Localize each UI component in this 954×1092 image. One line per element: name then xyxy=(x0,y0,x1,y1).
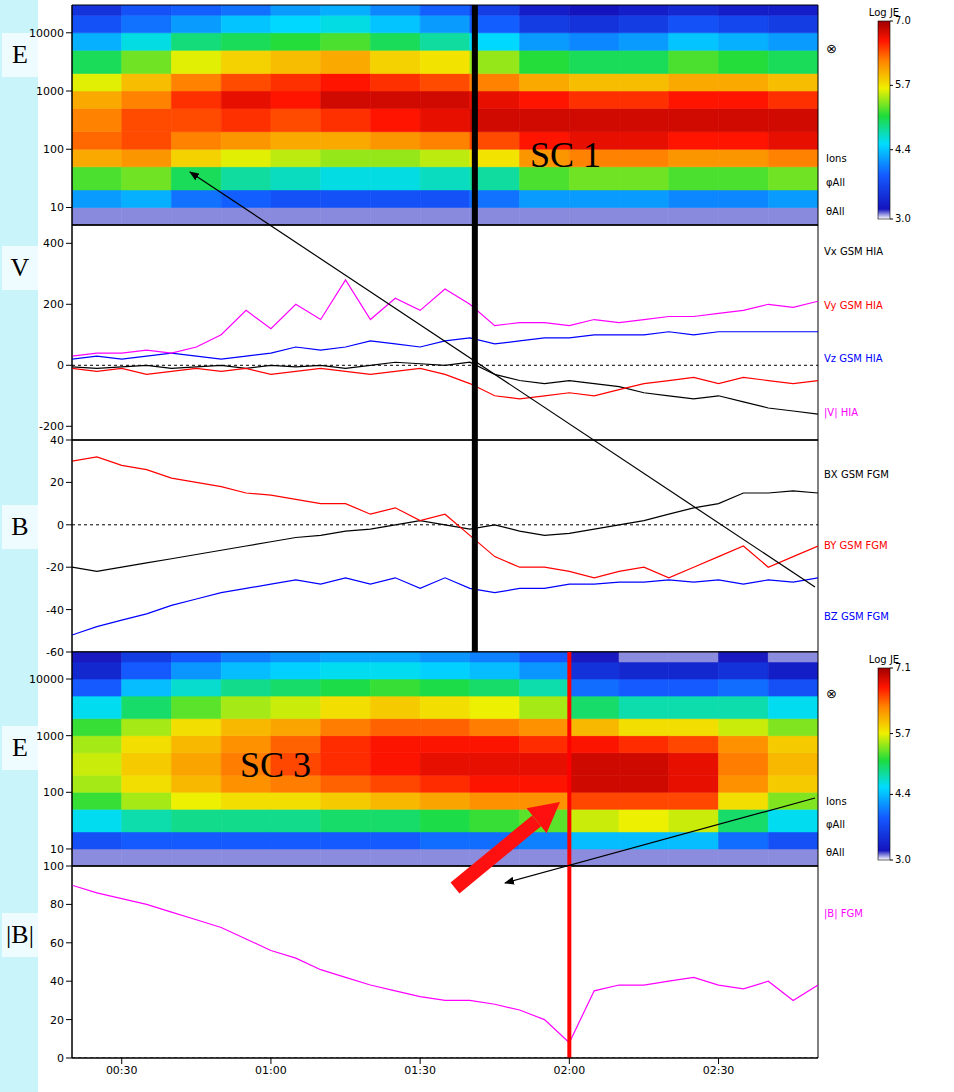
svg-text:Vz GSM HIA: Vz GSM HIA xyxy=(824,353,883,364)
svg-text:1000: 1000 xyxy=(36,730,64,743)
svg-text:-20: -20 xyxy=(46,561,64,574)
svg-text:|B| FGM: |B| FGM xyxy=(824,908,863,920)
svg-text:⊗: ⊗ xyxy=(826,41,837,56)
svg-text:01:30: 01:30 xyxy=(404,1064,436,1077)
svg-text:Ions: Ions xyxy=(826,796,847,807)
svg-text:Vy GSM HIA: Vy GSM HIA xyxy=(824,300,883,311)
svg-text:100: 100 xyxy=(43,143,64,156)
svg-text:7.1: 7.1 xyxy=(895,662,911,673)
svg-text:4.4: 4.4 xyxy=(895,788,911,799)
svg-text:1000: 1000 xyxy=(36,85,64,98)
svg-text:BZ GSM FGM: BZ GSM FGM xyxy=(824,611,889,622)
html-text:E: E xyxy=(12,40,28,69)
svg-text:|V| HIA: |V| HIA xyxy=(824,407,858,419)
svg-text:10: 10 xyxy=(50,201,64,214)
svg-text:100: 100 xyxy=(43,786,64,799)
svg-text:-60: -60 xyxy=(46,646,64,658)
svg-text:10000: 10000 xyxy=(29,673,64,686)
svg-text:φAll: φAll xyxy=(826,177,845,188)
svg-text:01:00: 01:00 xyxy=(255,1064,287,1077)
svg-text:100: 100 xyxy=(43,860,64,873)
svg-text:θAll: θAll xyxy=(826,847,845,858)
svg-text:40: 40 xyxy=(50,434,64,447)
svg-text:3.0: 3.0 xyxy=(895,213,911,224)
svg-text:4.4: 4.4 xyxy=(895,144,911,155)
svg-text:80: 80 xyxy=(50,898,64,911)
svg-text:0: 0 xyxy=(57,1052,64,1065)
svg-text:3.0: 3.0 xyxy=(895,854,911,865)
svg-text:BX GSM FGM: BX GSM FGM xyxy=(824,469,889,480)
svg-text:0: 0 xyxy=(57,519,64,532)
svg-text:60: 60 xyxy=(50,937,64,950)
svg-text:⊗: ⊗ xyxy=(826,686,837,701)
svg-text:5.7: 5.7 xyxy=(895,79,911,90)
html-text:E: E xyxy=(12,733,28,762)
html-text:SC 3: SC 3 xyxy=(240,745,311,785)
html-text:SC 1: SC 1 xyxy=(530,135,601,175)
html-text:B: B xyxy=(11,512,29,541)
svg-text:20: 20 xyxy=(50,476,64,489)
svg-text:400: 400 xyxy=(43,237,64,250)
svg-text:Vx GSM HIA: Vx GSM HIA xyxy=(824,246,883,257)
html-text:|B|: |B| xyxy=(6,920,34,949)
svg-text:Log JE: Log JE xyxy=(869,654,899,665)
svg-text:φAll: φAll xyxy=(826,819,845,830)
svg-text:-40: -40 xyxy=(46,604,64,617)
svg-text:7.0: 7.0 xyxy=(895,15,911,26)
svg-text:40: 40 xyxy=(50,975,64,988)
svg-text:Ions: Ions xyxy=(826,153,847,164)
svg-text:θAll: θAll xyxy=(826,206,845,217)
html-text:V: V xyxy=(10,253,30,282)
svg-text:5.7: 5.7 xyxy=(895,728,911,739)
svg-text:00:30: 00:30 xyxy=(106,1064,138,1077)
svg-text:20: 20 xyxy=(50,1014,64,1027)
svg-text:02:00: 02:00 xyxy=(553,1064,585,1077)
svg-text:02:30: 02:30 xyxy=(703,1064,735,1077)
svg-text:Log JE: Log JE xyxy=(869,7,899,18)
svg-text:200: 200 xyxy=(43,298,64,311)
svg-text:-200: -200 xyxy=(39,420,64,433)
svg-text:10000: 10000 xyxy=(29,27,64,40)
svg-text:0: 0 xyxy=(57,359,64,372)
svg-text:10: 10 xyxy=(50,843,64,856)
svg-text:BY GSM FGM: BY GSM FGM xyxy=(824,540,888,551)
